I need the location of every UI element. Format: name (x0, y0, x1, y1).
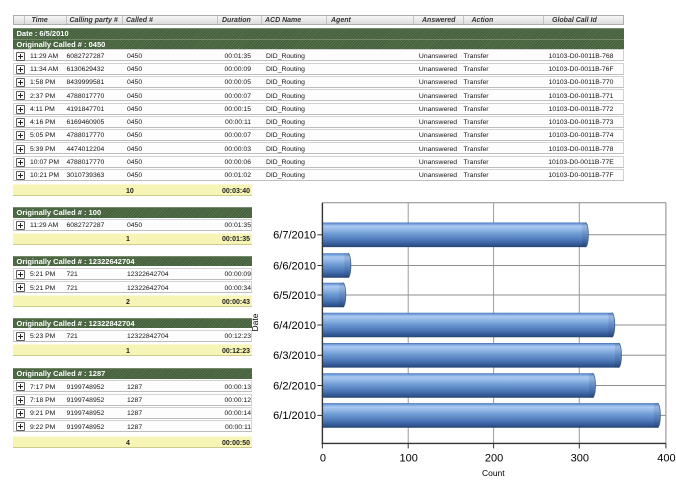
svg-text:6/4/2010: 6/4/2010 (273, 320, 316, 332)
svg-text:300: 300 (571, 453, 589, 465)
svg-text:6/6/2010: 6/6/2010 (273, 260, 316, 272)
svg-text:6/1/2010: 6/1/2010 (273, 410, 316, 422)
svg-text:200: 200 (485, 453, 503, 465)
svg-text:6/7/2010: 6/7/2010 (273, 230, 316, 242)
svg-text:6/2/2010: 6/2/2010 (273, 380, 316, 392)
svg-text:400: 400 (657, 453, 675, 465)
svg-text:Count: Count (482, 468, 505, 478)
svg-text:6/3/2010: 6/3/2010 (273, 350, 316, 362)
svg-text:6/5/2010: 6/5/2010 (273, 290, 316, 302)
svg-text:100: 100 (400, 453, 418, 465)
svg-text:0: 0 (320, 453, 326, 465)
svg-text:Date: Date (250, 313, 260, 331)
